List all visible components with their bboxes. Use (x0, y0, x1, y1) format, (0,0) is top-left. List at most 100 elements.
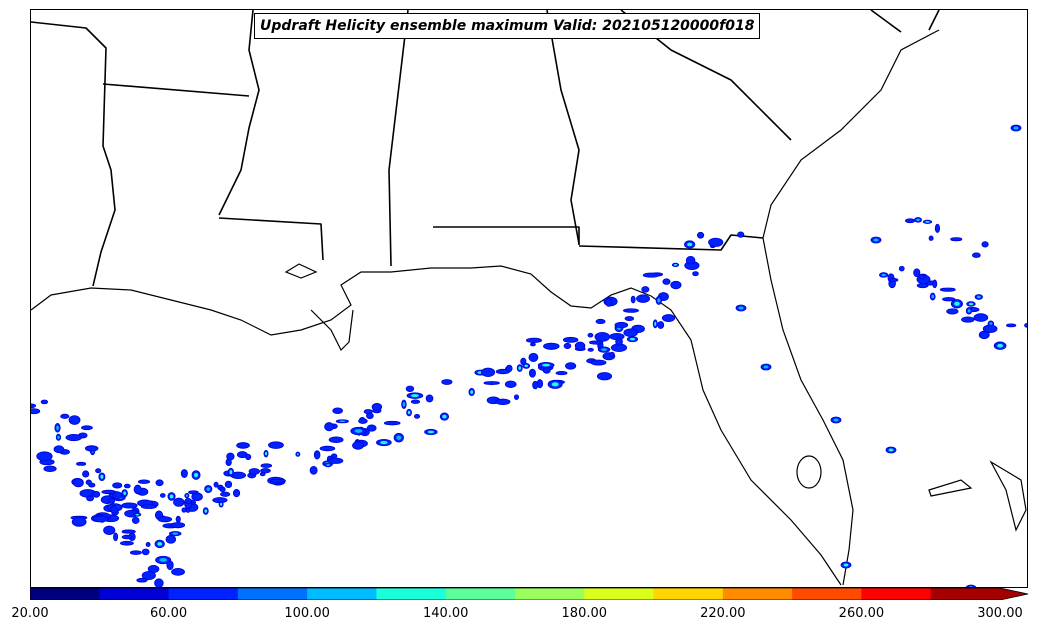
helicity-cell (236, 442, 250, 449)
colorbar-segment (307, 588, 377, 600)
helicity-cell (188, 490, 199, 495)
helicity-cell-core (229, 470, 233, 475)
helicity-cell-core (204, 509, 208, 513)
helicity-cell (898, 265, 905, 272)
helicity-cell (81, 425, 93, 431)
helicity-cell-core (881, 273, 886, 277)
coast-bahamas (928, 460, 1027, 532)
helicity-cell (110, 505, 119, 514)
border-ms-al (388, 10, 409, 267)
helicity-cell (542, 367, 551, 374)
colorbar-segment (515, 588, 585, 600)
helicity-cell (165, 535, 177, 544)
map-canvas (31, 10, 1027, 587)
helicity-cell (268, 441, 284, 449)
helicity-cell (888, 278, 899, 282)
helicity-cell (226, 452, 235, 461)
colorbar-segment (30, 588, 100, 600)
helicity-cell-core (296, 453, 299, 456)
coastlines (31, 29, 1027, 586)
updraft-helicity-cells (31, 124, 1027, 587)
helicity-cell (685, 255, 696, 265)
colorbar-tick-label: 180.00 (561, 606, 608, 621)
helicity-cell-core (843, 563, 849, 567)
helicity-cell (543, 342, 560, 350)
border-al-fl (433, 226, 580, 245)
helicity-cell (982, 324, 998, 334)
colorbar-tick-label: 100.00 (284, 606, 330, 621)
helicity-cell-core (410, 394, 419, 398)
helicity-cell (36, 451, 53, 462)
helicity-cell-core (601, 348, 607, 351)
boundary-lines (31, 10, 940, 287)
helicity-cell-core (470, 390, 474, 394)
helicity-cell (180, 469, 188, 479)
helicity-cell (175, 515, 181, 523)
helicity-cell-core (542, 363, 551, 367)
helicity-cell (520, 357, 527, 366)
helicity-cell-core (56, 425, 59, 430)
helicity-cell-core (833, 418, 839, 422)
colorbar-segment (861, 588, 932, 600)
helicity-cell-core (551, 382, 559, 387)
helicity-cell (504, 380, 517, 388)
helicity-cell (157, 516, 173, 523)
helicity-cell-core (967, 309, 971, 313)
helicity-cell (155, 479, 164, 487)
helicity-cell (123, 483, 131, 489)
helicity-cell-core (1013, 126, 1019, 130)
colorbar-segment (237, 588, 308, 600)
helicity-cell (441, 379, 453, 385)
helicity-cell (245, 453, 252, 461)
helicity-cell (313, 450, 321, 460)
helicity-cell (170, 522, 186, 529)
helicity-cell (973, 313, 989, 322)
helicity-cell-core (763, 365, 769, 369)
helicity-cell (141, 570, 156, 580)
helicity-cell (184, 498, 192, 504)
helicity-cell-core (57, 435, 60, 439)
helicity-cell (590, 359, 607, 366)
helicity-cell-core (629, 337, 636, 341)
helicity-cell (641, 286, 650, 293)
border-tx-la (31, 21, 116, 287)
helicity-cell (53, 445, 65, 454)
colorbar-extend-arrow (1000, 588, 1028, 600)
colorbar-segment (376, 588, 447, 600)
helicity-cell (670, 280, 682, 290)
helicity-cell (371, 403, 383, 411)
helicity-cell (159, 493, 166, 498)
helicity-cell (65, 434, 83, 442)
helicity-cell-core (172, 532, 179, 535)
helicity-cell-core (997, 343, 1004, 348)
helicity-cell-core (738, 306, 744, 310)
helicity-cell (71, 516, 87, 527)
helicity-cell-core (524, 364, 528, 368)
helicity-cell-core (427, 430, 435, 434)
helicity-cell (904, 218, 916, 224)
helicity-cell-core (339, 420, 346, 423)
helicity-cell-core (989, 322, 993, 326)
helicity-cell (587, 347, 594, 352)
helicity-cell (232, 489, 241, 498)
coast-louisiana (31, 265, 842, 586)
helicity-cell (43, 465, 57, 472)
helicity-cell (662, 278, 671, 285)
helicity-cell (319, 445, 336, 452)
helicity-cell (72, 478, 84, 488)
helicity-cell (587, 332, 594, 338)
helicity-cell (260, 463, 273, 468)
helicity-cell-core (354, 429, 363, 433)
helicity-cell (965, 584, 977, 587)
helicity-cell (574, 341, 586, 351)
helicity-cell-core (396, 435, 402, 440)
helicity-cell (483, 381, 500, 385)
helicity-cell (932, 279, 938, 289)
helicity-cell (505, 364, 513, 373)
helicity-cell (562, 336, 579, 343)
helicity-cell (332, 407, 343, 415)
helicity-cell-core (206, 487, 211, 491)
helicity-cell (405, 385, 415, 392)
helicity-cell-core (969, 586, 973, 587)
helicity-cell-core (185, 494, 188, 497)
